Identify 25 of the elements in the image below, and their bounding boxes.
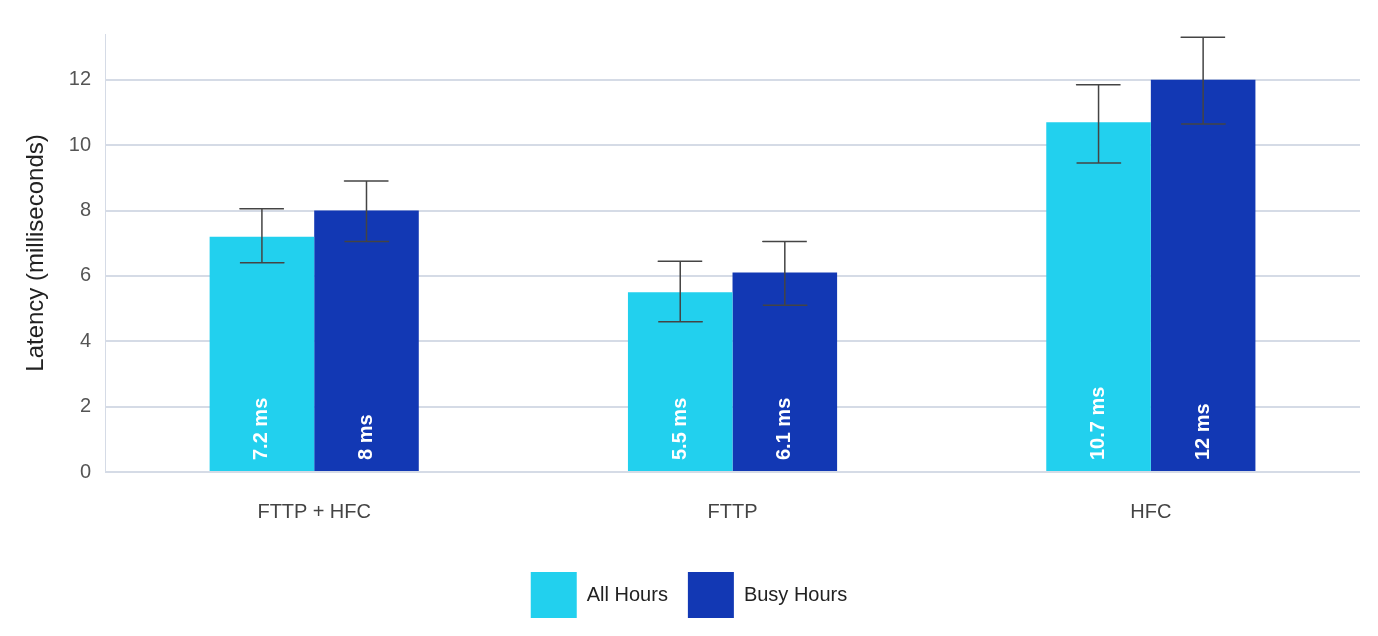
bar xyxy=(627,292,733,471)
data-label: 6.1 ms xyxy=(772,397,795,460)
bar xyxy=(1150,79,1256,471)
data-label: 7.2 ms xyxy=(249,397,272,460)
data-label: 10.7 ms xyxy=(1086,386,1109,460)
y-tick-label: 0 xyxy=(79,459,92,482)
bar xyxy=(314,210,419,471)
y-tick-label: 6 xyxy=(79,263,92,286)
y-tick-label: 10 xyxy=(68,132,92,155)
data-label: 12 ms xyxy=(1190,403,1213,460)
y-axis-title: Latency (milliseconds) xyxy=(21,134,49,372)
bar xyxy=(732,272,838,471)
y-tick-label: 2 xyxy=(79,394,92,417)
data-label: 5.5 ms xyxy=(667,397,690,460)
bar xyxy=(209,236,315,471)
y-tick-label: 4 xyxy=(79,328,92,351)
bar xyxy=(1046,122,1151,471)
x-tick-label: FTTP xyxy=(707,499,758,522)
y-tick-label: 8 xyxy=(79,198,92,221)
x-tick-label: FTTP + HFC xyxy=(257,499,371,522)
legend-label: Busy Hours xyxy=(743,582,848,605)
data-label: 8 ms xyxy=(354,414,377,460)
x-tick-label: HFC xyxy=(1130,499,1172,522)
y-tick-label: 12 xyxy=(68,67,92,90)
legend-label: All Hours xyxy=(586,582,668,605)
